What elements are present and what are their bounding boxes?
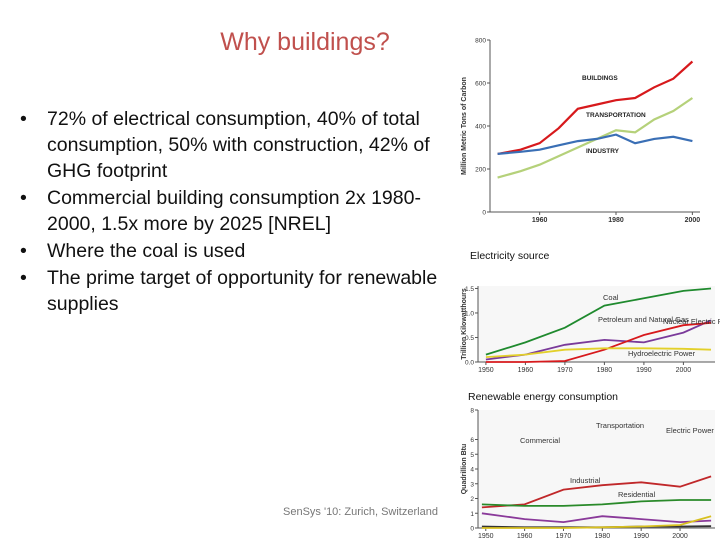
series-line — [481, 475, 712, 509]
mini-chart: Renewable energy consumption Quadrillion … — [461, 391, 715, 540]
x-tick-label: 1990 — [633, 533, 649, 540]
x-tick-label: 1960 — [517, 533, 533, 540]
y-tick-label: 0.5 — [465, 335, 474, 342]
series-line — [485, 321, 712, 363]
series-label: Nuclear Electric Power — [663, 317, 720, 326]
series-label: Transportation — [596, 421, 644, 430]
series-label: Petroleum and Natural Gas — [598, 315, 689, 324]
series-label: Hydroelectric Power — [628, 349, 696, 358]
y-tick-label: 5 — [470, 452, 474, 459]
y-tick-label: 3 — [470, 481, 474, 488]
y-tick-label: 0 — [470, 526, 474, 533]
series-line — [497, 133, 693, 155]
series-label: Electric Power — [666, 426, 714, 435]
x-tick-label: 1970 — [556, 533, 572, 540]
x-tick-label: 1950 — [478, 533, 494, 540]
y-tick-label: 800 — [475, 38, 486, 45]
series-line — [485, 347, 712, 358]
plot-background — [490, 40, 700, 212]
chart-caption: Electricity source — [470, 250, 550, 262]
series-label: Commercial — [520, 436, 560, 445]
y-tick-label: 1 — [470, 511, 474, 518]
series-line — [481, 499, 712, 507]
series-label: INDUSTRY — [586, 148, 620, 155]
y-tick-label: 8 — [470, 408, 474, 415]
y-tick-label: 600 — [475, 81, 486, 88]
x-tick-label: 1950 — [478, 367, 494, 374]
y-tick-label: 200 — [475, 167, 486, 174]
series-label: Coal — [603, 293, 619, 302]
series-line — [497, 60, 694, 155]
y-tick-label: 1.5 — [465, 286, 474, 293]
y-axis-label: Million Metric Tons of Carbon — [461, 77, 468, 175]
series-label: TRANSPORTATION — [586, 112, 646, 119]
series-line — [481, 512, 712, 524]
footer: SenSys '10: Zurich, Switzerland — [283, 506, 438, 518]
x-tick-label: 1960 — [532, 217, 548, 224]
bullet-list: 72% of electrical consumption, 40% of to… — [18, 106, 438, 318]
x-tick-label: 1980 — [608, 217, 624, 224]
series-line — [485, 287, 712, 356]
y-tick-label: 400 — [475, 124, 486, 131]
y-tick-label: 2 — [470, 496, 474, 503]
y-axis-label: Trillion Kilowatthours — [461, 288, 468, 360]
y-tick-label: 0 — [482, 210, 486, 217]
x-tick-label: 1960 — [518, 367, 534, 374]
mini-chart: Million Metric Tons of Carbon 0 200 400 600 8… — [461, 38, 700, 225]
series-label: Residential — [618, 490, 655, 499]
x-tick-label: 2000 — [672, 533, 688, 540]
series-line — [481, 515, 712, 529]
series-label: BUILDINGS — [582, 75, 618, 82]
x-tick-label: 2000 — [676, 367, 692, 374]
plot-background — [478, 410, 715, 528]
y-tick-label: 0.0 — [465, 360, 474, 367]
x-tick-label: 2000 — [685, 217, 701, 224]
y-tick-label: 4 — [470, 467, 474, 474]
bullet: 72% of electrical consumption, 40% of to… — [18, 106, 438, 184]
y-axis-label: Quadrillion Btu — [461, 444, 468, 495]
bullet: Where the coal is used — [18, 238, 438, 264]
x-tick-label: 1970 — [557, 367, 573, 374]
y-tick-label: 1.0 — [465, 310, 474, 317]
x-tick-label: 1980 — [597, 367, 613, 374]
series-label: Industrial — [570, 476, 601, 485]
y-tick-label: 6 — [470, 437, 474, 444]
slide-title: Why buildings? — [220, 28, 390, 56]
x-tick-label: 1980 — [595, 533, 611, 540]
x-tick-label: 1990 — [636, 367, 652, 374]
chart-caption: Renewable energy consumption — [468, 391, 618, 403]
bullet: Commercial building consumption 2x 1980-… — [18, 185, 438, 237]
bullet: The prime target of opportunity for rene… — [18, 265, 438, 317]
mini-chart: Electricity source Trillion Kilowatthours… — [461, 250, 720, 374]
